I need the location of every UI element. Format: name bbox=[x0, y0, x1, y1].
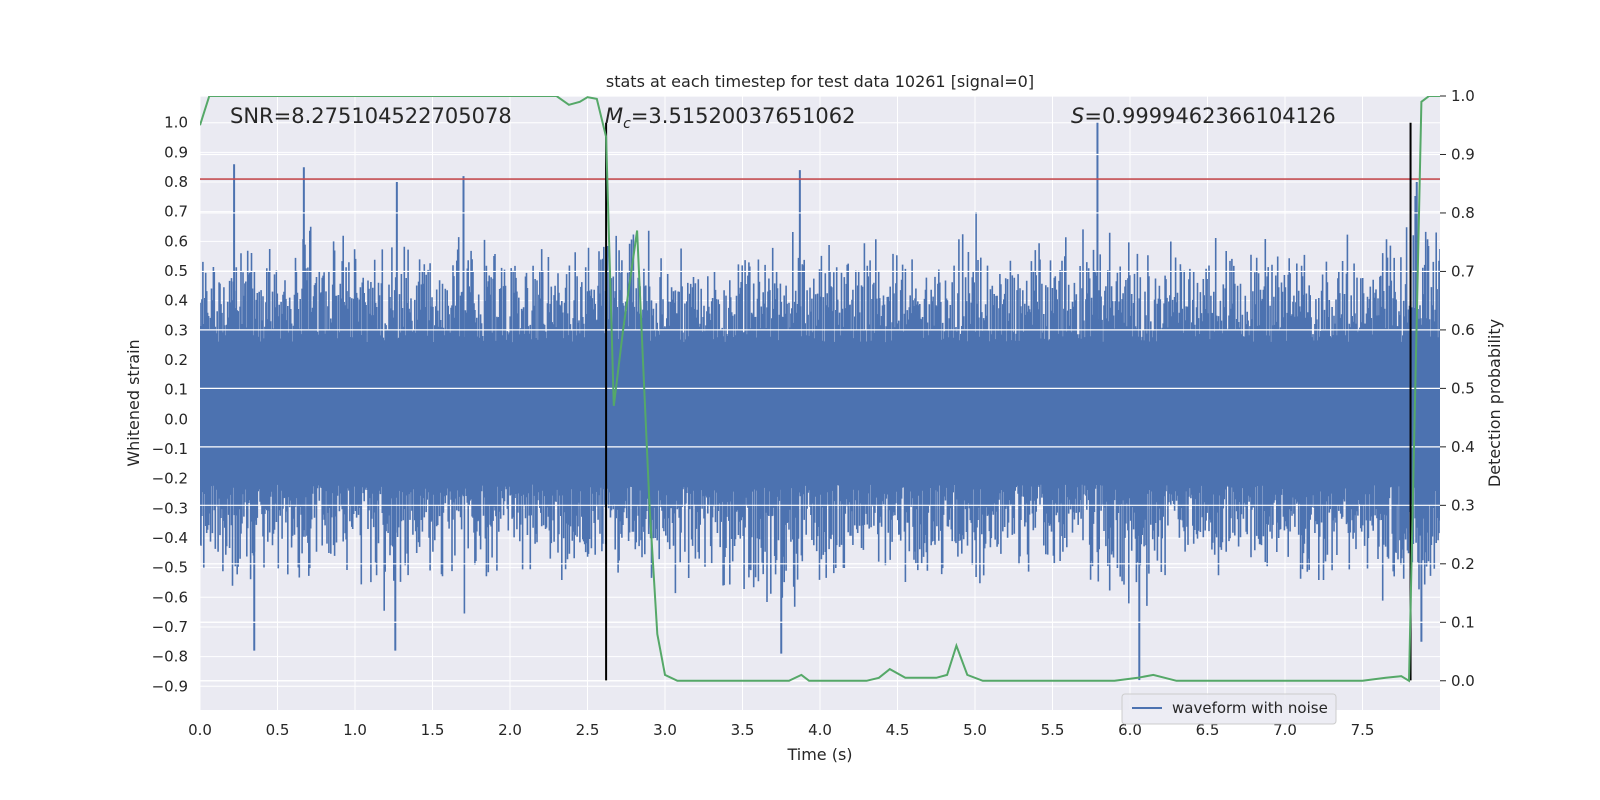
y-tick-label: −0.7 bbox=[152, 618, 188, 636]
noise-layer bbox=[200, 122, 1440, 681]
x-tick-label: 1.0 bbox=[343, 721, 367, 739]
y2-tick-label: 1.0 bbox=[1451, 87, 1475, 105]
y-tick-label: −0.5 bbox=[152, 559, 188, 577]
x-tick-label: 1.5 bbox=[421, 721, 445, 739]
x-tick-label: 0.5 bbox=[266, 721, 290, 739]
y2-tick-label: 0.9 bbox=[1451, 145, 1475, 163]
chart-title: stats at each timestep for test data 102… bbox=[606, 72, 1034, 91]
y-tick-label: 0.2 bbox=[164, 351, 188, 369]
x-axis-label: Time (s) bbox=[786, 745, 852, 764]
y-tick-label: −0.9 bbox=[152, 677, 188, 695]
x-tick-label: 7.0 bbox=[1273, 721, 1297, 739]
s-value: =0.9999462366104126 bbox=[1084, 104, 1335, 128]
y2-tick-label: 0.3 bbox=[1451, 496, 1475, 514]
y2-axis-label: Detection probability bbox=[1485, 319, 1504, 487]
x-tick-label: 3.0 bbox=[653, 721, 677, 739]
y-axis-label: Whitened strain bbox=[124, 339, 143, 466]
tick-layer: 0.0 0.5 1.0 1.5 2.0 2.5 3.0 3.5 4.0 4.5 5.0 5.5 6.0 6… bbox=[152, 87, 1475, 739]
y-tick-label: 0.9 bbox=[164, 143, 188, 161]
detection-probability-line bbox=[200, 96, 1440, 683]
y2-tick-label: 0.2 bbox=[1451, 555, 1475, 573]
y2-tick-label: 0.0 bbox=[1451, 672, 1475, 690]
x-tick-label: 0.0 bbox=[188, 721, 212, 739]
y-tick-label: 0.5 bbox=[164, 262, 188, 280]
y-tick-label: −0.3 bbox=[152, 499, 188, 517]
x-tick-label: 4.0 bbox=[808, 721, 832, 739]
mc-annotation: Mc=3.51520037651062 bbox=[605, 104, 856, 132]
y-tick-label: −0.2 bbox=[152, 470, 188, 488]
y-tick-label: 0.8 bbox=[164, 173, 188, 191]
mc-value: =3.51520037651062 bbox=[631, 104, 856, 128]
y-tick-label: 1.0 bbox=[164, 114, 188, 132]
x-tick-label: 6.0 bbox=[1118, 721, 1142, 739]
y-tick-label: 0.1 bbox=[164, 381, 188, 399]
overlay-layer bbox=[200, 96, 1440, 683]
y-tick-label: 0.7 bbox=[164, 203, 188, 221]
x-tick-label: 7.5 bbox=[1351, 721, 1375, 739]
x-tick-label: 3.5 bbox=[731, 721, 755, 739]
y-tick-label: 0.3 bbox=[164, 321, 188, 339]
legend-entry-waveform: waveform with noise bbox=[1172, 699, 1328, 717]
snr-annotation: SNR=8.275104522705078 bbox=[230, 104, 512, 128]
x-tick-label: 4.5 bbox=[886, 721, 910, 739]
x-tick-label: 6.5 bbox=[1196, 721, 1220, 739]
legend: waveform with noise bbox=[1121, 693, 1337, 725]
x-tick-label: 2.0 bbox=[498, 721, 522, 739]
mc-subscript: c bbox=[623, 116, 631, 132]
y-tick-label: −0.1 bbox=[152, 440, 188, 458]
x-tick-label: 5.5 bbox=[1041, 721, 1065, 739]
y-tick-label: −0.6 bbox=[152, 588, 188, 606]
y-tick-label: −0.8 bbox=[152, 648, 188, 666]
y2-tick-label: 0.1 bbox=[1451, 613, 1475, 631]
y2-tick-label: 0.7 bbox=[1451, 262, 1475, 280]
y2-tick-label: 0.8 bbox=[1451, 204, 1475, 222]
y2-tick-label: 0.5 bbox=[1451, 379, 1475, 397]
y-tick-label: 0.6 bbox=[164, 232, 188, 250]
y2-tick-label: 0.4 bbox=[1451, 438, 1475, 456]
x-tick-label: 2.5 bbox=[576, 721, 600, 739]
y2-tick-label: 0.6 bbox=[1451, 321, 1475, 339]
s-symbol: S bbox=[1071, 104, 1084, 128]
mc-symbol: M bbox=[605, 104, 623, 128]
s-annotation: S=0.9999462366104126 bbox=[1071, 104, 1336, 128]
y-tick-label: 0.0 bbox=[164, 410, 188, 428]
y-tick-label: 0.4 bbox=[164, 292, 188, 310]
legend-box bbox=[1121, 693, 1337, 725]
x-tick-label: 5.0 bbox=[963, 721, 987, 739]
y-tick-label: −0.4 bbox=[152, 529, 188, 547]
waveform-core bbox=[200, 345, 1440, 482]
